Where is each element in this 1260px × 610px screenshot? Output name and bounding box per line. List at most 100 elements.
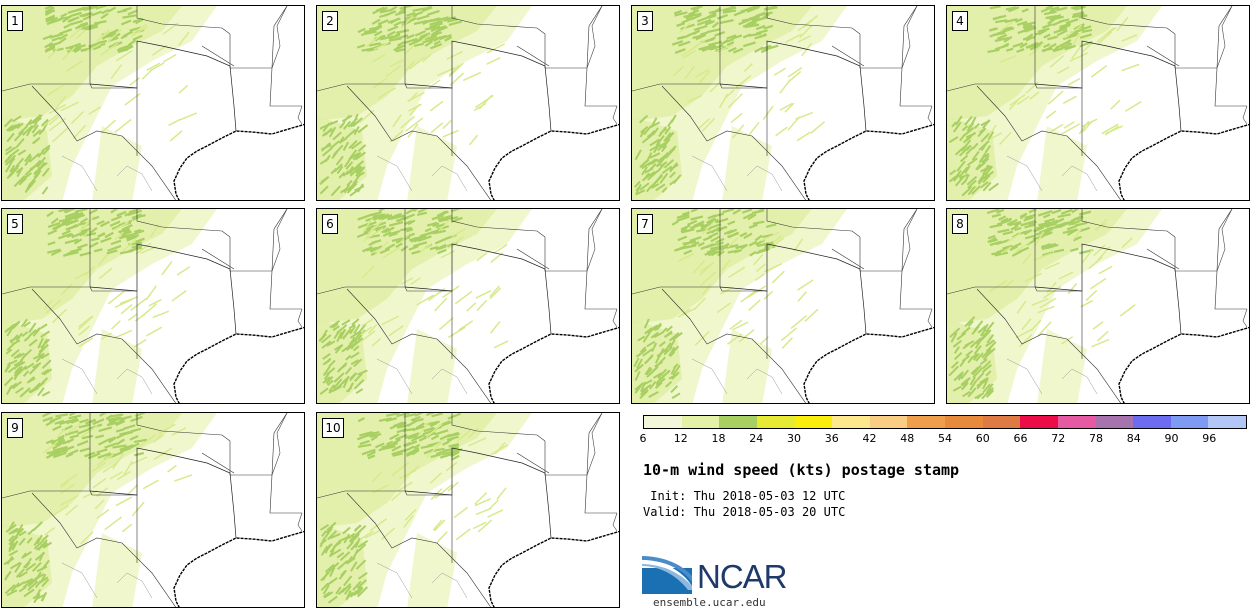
- state-border: [661, 85, 806, 200]
- state-border: [136, 413, 231, 442]
- river-border: [901, 209, 933, 328]
- mexico-border: [376, 155, 468, 192]
- wind-streaks: [319, 6, 506, 197]
- mexico-border: [376, 562, 468, 599]
- texas-border: [1034, 243, 1182, 335]
- colorbar-segment: [869, 416, 908, 428]
- wind-speed-map: [317, 6, 619, 200]
- texas-border: [89, 447, 237, 539]
- texas-border: [719, 243, 867, 335]
- river-border: [586, 209, 618, 328]
- ensemble-member-panel[interactable]: 7: [631, 208, 935, 404]
- ensemble-member-panel[interactable]: 3: [631, 5, 935, 201]
- mexico-border: [1006, 155, 1098, 192]
- colorbar-tick-label: 66: [1013, 432, 1028, 445]
- state-border: [345, 83, 452, 89]
- state-border: [660, 286, 767, 292]
- state-border: [632, 83, 661, 92]
- mexico-border: [61, 155, 153, 192]
- river-border: [901, 6, 933, 125]
- colorbar-segment: [1170, 416, 1209, 428]
- state-border: [346, 492, 491, 607]
- state-border: [766, 209, 861, 238]
- state-border: [30, 490, 137, 496]
- state-border: [346, 288, 491, 403]
- ensemble-member-panel[interactable]: 10: [316, 412, 620, 608]
- colorbar-tick-label: 54: [938, 432, 952, 445]
- state-border: [661, 288, 806, 403]
- ncar-logo-text: NCAR: [697, 558, 788, 595]
- state-border: [976, 85, 1121, 200]
- ensemble-member-panel[interactable]: 9: [1, 412, 305, 608]
- ensemble-member-panel[interactable]: 2: [316, 5, 620, 201]
- state-border: [229, 237, 302, 310]
- wind-streaks: [319, 413, 509, 604]
- colorbar-tick-label: 48: [900, 432, 915, 445]
- member-number-label: 3: [637, 11, 653, 31]
- texas-border: [404, 40, 552, 132]
- member-number-label: 2: [322, 11, 338, 31]
- colorbar-tick-label: 18: [711, 432, 726, 445]
- gulf-coastline: [173, 123, 304, 200]
- state-border: [201, 248, 235, 270]
- state-border: [901, 6, 918, 69]
- state-border: [271, 413, 288, 476]
- colorbar-segment: [832, 416, 870, 428]
- wind-speed-map: [632, 6, 934, 200]
- colorbar-tick-label: 90: [1164, 432, 1179, 445]
- colorbar-tick-label: 36: [824, 432, 839, 445]
- state-border: [31, 288, 176, 403]
- member-number-label: 10: [322, 418, 344, 438]
- wind-region-light: [92, 126, 142, 200]
- state-border: [586, 209, 603, 272]
- state-border: [201, 452, 235, 474]
- wind-streaks: [318, 209, 509, 395]
- colorbar-segment: [756, 416, 795, 428]
- wind-speed-map: [2, 6, 304, 200]
- member-number-label: 4: [952, 11, 968, 31]
- state-border: [201, 45, 235, 67]
- gulf-coastline: [488, 530, 619, 607]
- gulf-coastline: [803, 123, 934, 200]
- state-border: [1146, 45, 1180, 67]
- colorbar-tick-labels: 6 12 18 24 30 36 42 48 54 60 66 72 78 84 90 96: [640, 432, 1247, 446]
- wind-speed-map: [947, 209, 1249, 403]
- website-link[interactable]: ensemble.ucar.edu: [653, 596, 766, 609]
- init-time: Init: Thu 2018-05-03 12 UTC: [643, 489, 846, 503]
- wind-region-light: [407, 126, 457, 200]
- colorbar: [643, 415, 1247, 429]
- ensemble-member-panel[interactable]: 5: [1, 208, 305, 404]
- state-border: [271, 6, 288, 69]
- state-border: [901, 209, 918, 272]
- state-border: [345, 490, 452, 496]
- wind-streaks: [633, 209, 819, 400]
- state-border: [136, 209, 231, 238]
- colorbar-tick-label: 84: [1126, 432, 1141, 445]
- state-border: [975, 83, 1082, 89]
- ensemble-member-panel[interactable]: 6: [316, 208, 620, 404]
- state-border: [1146, 248, 1180, 270]
- state-border: [1216, 6, 1233, 69]
- state-border: [544, 237, 617, 310]
- colorbar-segment: [681, 416, 720, 428]
- texas-border: [1034, 40, 1182, 132]
- member-number-label: 1: [7, 11, 23, 31]
- wind-streaks: [633, 6, 826, 196]
- state-border: [30, 83, 137, 89]
- ensemble-member-panel[interactable]: 4: [946, 5, 1250, 201]
- colorbar-segment: [1095, 416, 1134, 428]
- member-number-label: 9: [7, 418, 23, 438]
- state-border: [2, 83, 31, 92]
- wind-speed-map: [632, 209, 934, 403]
- texas-border: [719, 40, 867, 132]
- state-border: [947, 83, 976, 92]
- colorbar-tick-label: 72: [1051, 432, 1066, 445]
- ensemble-member-panel[interactable]: 1: [1, 5, 305, 201]
- wind-region-medium: [2, 6, 182, 121]
- state-border: [859, 34, 932, 107]
- colorbar-tick-label: 96: [1202, 432, 1217, 445]
- wind-region-light: [407, 329, 457, 403]
- ensemble-member-panel[interactable]: 8: [946, 208, 1250, 404]
- state-border: [345, 286, 452, 292]
- state-border: [229, 441, 302, 514]
